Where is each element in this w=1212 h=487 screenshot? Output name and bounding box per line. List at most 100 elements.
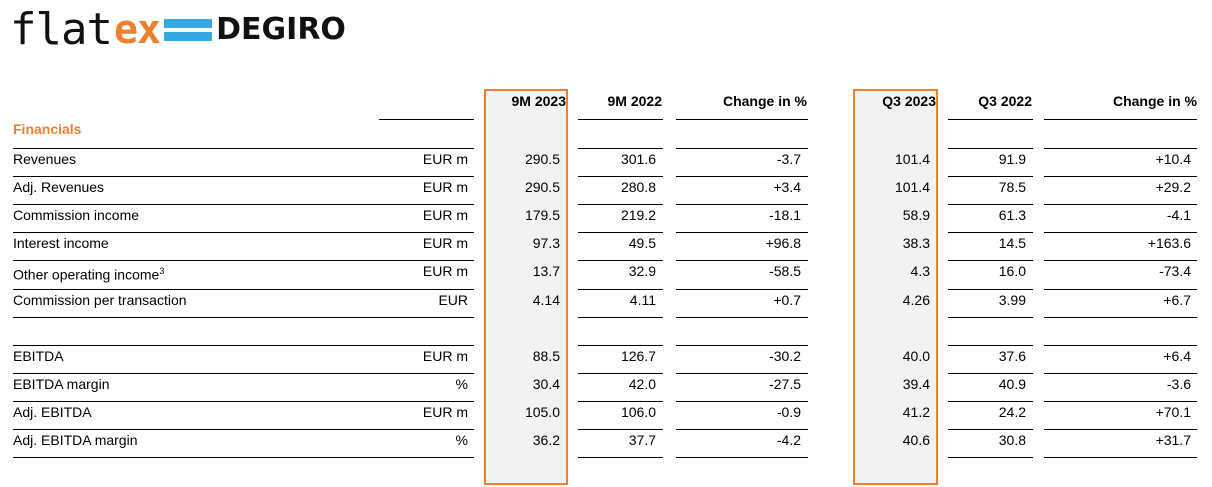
table-bottom-divider — [13, 457, 474, 458]
row-label-text: Other operating income — [13, 266, 160, 283]
row-value: +6.7 — [1163, 292, 1191, 308]
row-divider — [13, 401, 474, 402]
row-value: -30.2 — [769, 348, 801, 364]
row-divider — [1044, 317, 1197, 318]
row-value: 4.14 — [532, 292, 560, 308]
row-value: 40.9 — [998, 376, 1026, 392]
row-unit: EUR m — [422, 263, 468, 279]
row-divider — [578, 204, 663, 205]
row-value: 106.0 — [620, 404, 656, 420]
row-value: 24.2 — [998, 404, 1026, 420]
row-value: 32.9 — [628, 263, 656, 279]
row-value: 78.5 — [998, 179, 1026, 195]
row-divider — [578, 148, 663, 149]
row-value: -3.6 — [1166, 376, 1191, 392]
table-bottom-divider — [676, 457, 808, 458]
row-value: -4.1 — [1166, 207, 1191, 223]
row-divider — [948, 260, 1033, 261]
row-unit: % — [455, 432, 468, 448]
row-divider — [1044, 289, 1197, 290]
row-unit — [379, 315, 474, 343]
row-value: 179.5 — [524, 207, 560, 223]
logo-equals-icon — [164, 19, 213, 41]
row-divider — [578, 260, 663, 261]
row-unit: EUR m — [422, 207, 468, 223]
row-label-text: Commission income — [13, 207, 140, 223]
row-label: Interest income — [13, 230, 373, 258]
row-value: 41.2 — [902, 404, 930, 420]
row-value: -0.9 — [776, 404, 801, 420]
row-value: +163.6 — [1147, 235, 1191, 251]
header-q3-2022: Q3 2022 — [978, 93, 1032, 109]
row-value: -27.5 — [769, 376, 801, 392]
row-value: 280.8 — [620, 179, 656, 195]
row-label: EBITDA margin — [13, 371, 373, 399]
table-bottom-divider — [578, 457, 663, 458]
row-value: 101.4 — [894, 179, 930, 195]
row-divider — [578, 345, 663, 346]
row-divider — [578, 401, 663, 402]
row-divider — [1044, 148, 1197, 149]
table-row: Adj. Revenues EUR m 290.5 280.8 +3.4 101.4 78.… — [0, 174, 1212, 202]
row-divider — [578, 232, 663, 233]
row-value — [578, 315, 662, 343]
row-divider — [948, 373, 1033, 374]
row-label-text: Adj. EBITDA margin — [13, 432, 138, 448]
row-divider — [578, 373, 663, 374]
highlight-q3-2023 — [853, 89, 938, 485]
row-divider — [1044, 204, 1197, 205]
row-value: +29.2 — [1155, 179, 1191, 195]
row-divider — [948, 345, 1033, 346]
row-value: +6.4 — [1163, 348, 1191, 364]
row-divider — [578, 289, 663, 290]
row-divider — [1044, 176, 1197, 177]
table-row: Commission income EUR m 179.5 219.2 -18.1 58.… — [0, 202, 1212, 230]
row-unit: EUR — [438, 292, 468, 308]
row-value: 40.6 — [902, 432, 930, 448]
row-value: 61.3 — [998, 207, 1026, 223]
section-title-financials: Financials — [13, 121, 82, 137]
row-label: Other operating income3 — [13, 258, 373, 286]
header-q3-2023: Q3 2023 — [882, 93, 936, 109]
row-value: +10.4 — [1155, 151, 1191, 167]
row-divider — [13, 317, 474, 318]
row-divider — [13, 429, 474, 430]
row-value: 301.6 — [620, 151, 656, 167]
row-divider — [948, 429, 1033, 430]
row-value — [948, 315, 1032, 343]
row-divider — [1044, 260, 1197, 261]
highlight-9m-2023 — [484, 89, 568, 485]
row-divider — [676, 176, 808, 177]
row-value: +0.7 — [773, 292, 801, 308]
row-value: 4.11 — [629, 292, 656, 308]
row-label-text: Interest income — [13, 235, 109, 251]
logo-text-ex: ex — [113, 7, 161, 53]
row-value: -4.2 — [776, 432, 801, 448]
logo-text-degiro: DEGIRO — [216, 12, 346, 47]
row-label: Adj. EBITDA margin — [13, 427, 373, 455]
row-value: +3.4 — [773, 179, 801, 195]
row-value: 42.0 — [628, 376, 656, 392]
row-value: 4.26 — [902, 292, 930, 308]
row-divider — [13, 260, 474, 261]
row-value: 30.4 — [532, 376, 560, 392]
row-value — [486, 315, 566, 343]
row-value: 290.5 — [524, 151, 560, 167]
row-divider — [13, 345, 474, 346]
row-label-text: Adj. Revenues — [13, 179, 105, 195]
row-label-text: Revenues — [13, 151, 77, 167]
header-divider — [379, 119, 474, 120]
table-row: Revenues EUR m 290.5 301.6 -3.7 101.4 91.9 +10.… — [0, 146, 1212, 174]
row-divider — [948, 317, 1033, 318]
table-row: EBITDA margin% 30.4 42.0 -27.5 39.4 40.9 -3.6 — [0, 371, 1212, 399]
row-divider — [676, 401, 808, 402]
row-value — [676, 315, 807, 343]
row-value: +96.8 — [765, 235, 801, 251]
row-label: Adj. Revenues — [13, 174, 373, 202]
row-value: 126.7 — [620, 348, 656, 364]
row-label — [13, 315, 373, 343]
row-value: 37.6 — [998, 348, 1026, 364]
header-divider — [578, 119, 663, 120]
row-label-text: EBITDA — [13, 348, 64, 364]
row-divider — [13, 204, 474, 205]
